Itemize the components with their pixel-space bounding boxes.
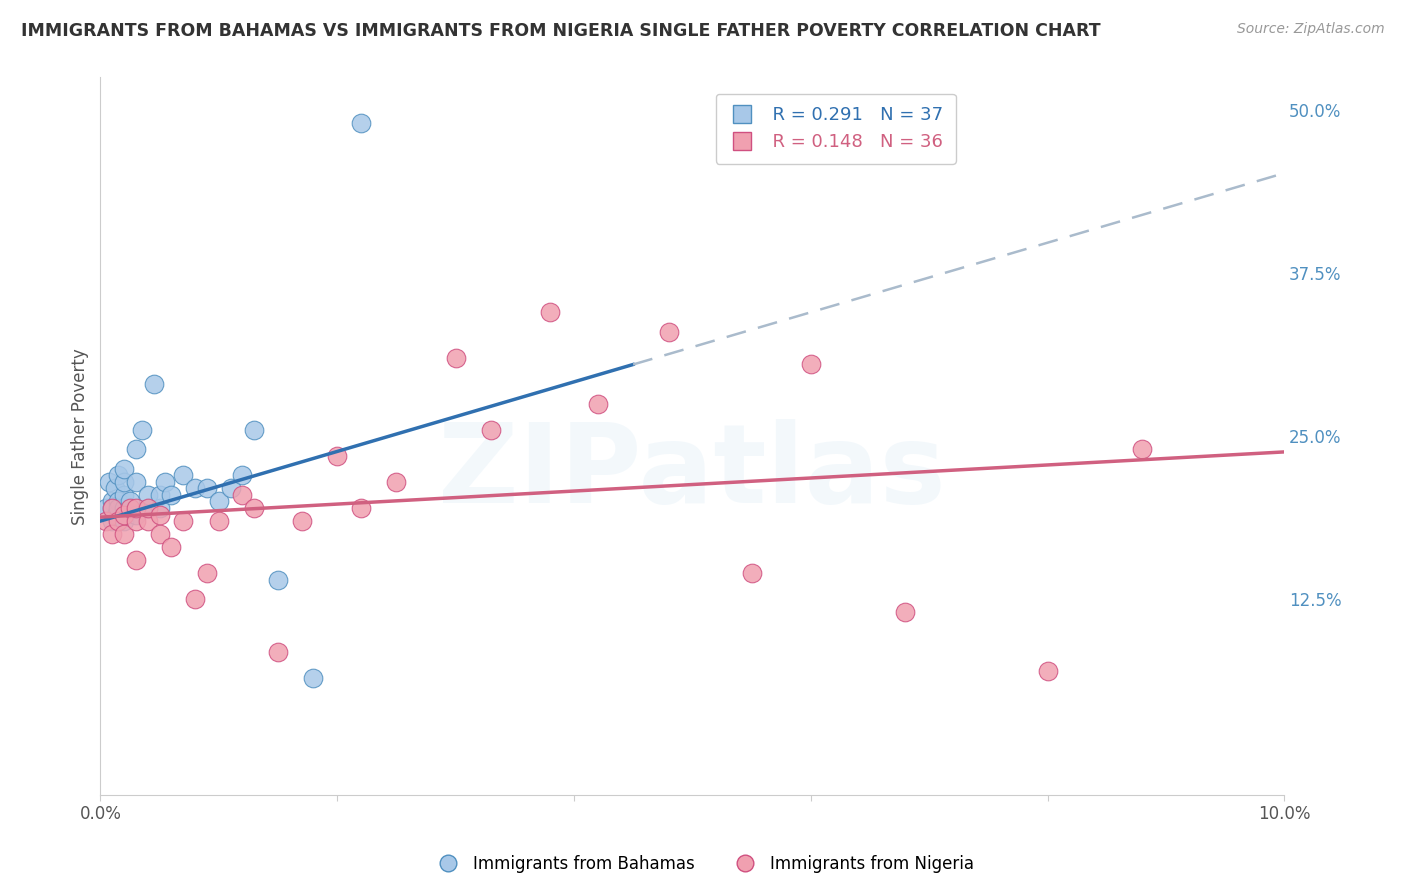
Point bbox=[894, 606, 917, 620]
Point bbox=[148, 501, 170, 516]
Point bbox=[96, 501, 118, 516]
Point bbox=[155, 475, 177, 489]
Point bbox=[97, 475, 120, 489]
Text: Source: ZipAtlas.com: Source: ZipAtlas.com bbox=[1237, 22, 1385, 37]
Point bbox=[291, 514, 314, 528]
Point bbox=[148, 508, 170, 522]
Point bbox=[112, 527, 135, 541]
Point bbox=[125, 508, 148, 522]
Point bbox=[479, 423, 502, 437]
Point bbox=[267, 644, 290, 658]
Point bbox=[172, 514, 194, 528]
Point bbox=[208, 494, 231, 508]
Point bbox=[219, 482, 242, 496]
Point bbox=[195, 566, 218, 581]
Point bbox=[101, 501, 124, 516]
Point bbox=[112, 501, 135, 516]
Point bbox=[136, 514, 159, 528]
Point bbox=[267, 573, 290, 587]
Point bbox=[118, 501, 141, 516]
Point bbox=[326, 449, 349, 463]
Point bbox=[302, 671, 325, 685]
Point bbox=[148, 488, 170, 502]
Point bbox=[148, 527, 170, 541]
Point bbox=[350, 501, 373, 516]
Point bbox=[112, 475, 135, 489]
Text: IMMIGRANTS FROM BAHAMAS VS IMMIGRANTS FROM NIGERIA SINGLE FATHER POVERTY CORRELA: IMMIGRANTS FROM BAHAMAS VS IMMIGRANTS FR… bbox=[21, 22, 1101, 40]
Point bbox=[101, 514, 124, 528]
Point bbox=[586, 397, 609, 411]
Point bbox=[184, 482, 207, 496]
Point bbox=[104, 508, 127, 522]
Legend: Immigrants from Bahamas, Immigrants from Nigeria: Immigrants from Bahamas, Immigrants from… bbox=[425, 848, 981, 880]
Point bbox=[112, 514, 135, 528]
Point bbox=[125, 514, 148, 528]
Point bbox=[107, 494, 129, 508]
Point bbox=[350, 116, 373, 130]
Point bbox=[136, 501, 159, 516]
Point bbox=[741, 566, 763, 581]
Text: ZIPatlas: ZIPatlas bbox=[439, 418, 946, 525]
Point bbox=[658, 325, 681, 339]
Point bbox=[112, 488, 135, 502]
Point bbox=[184, 592, 207, 607]
Point bbox=[118, 494, 141, 508]
Point bbox=[136, 501, 159, 516]
Point bbox=[1130, 442, 1153, 457]
Point bbox=[107, 514, 129, 528]
Point bbox=[101, 494, 124, 508]
Legend:   R = 0.291   N = 37,   R = 0.148   N = 36: R = 0.291 N = 37, R = 0.148 N = 36 bbox=[716, 94, 956, 164]
Point bbox=[142, 377, 165, 392]
Point bbox=[208, 514, 231, 528]
Point bbox=[136, 488, 159, 502]
Point bbox=[385, 475, 408, 489]
Point bbox=[444, 351, 467, 365]
Point bbox=[125, 442, 148, 457]
Point bbox=[125, 553, 148, 567]
Point bbox=[107, 501, 129, 516]
Point bbox=[107, 468, 129, 483]
Point bbox=[231, 488, 253, 502]
Point bbox=[800, 358, 823, 372]
Point bbox=[231, 468, 253, 483]
Point bbox=[101, 501, 124, 516]
Point bbox=[160, 540, 183, 554]
Y-axis label: Single Father Poverty: Single Father Poverty bbox=[72, 348, 89, 524]
Point bbox=[172, 468, 194, 483]
Point bbox=[243, 501, 266, 516]
Point bbox=[125, 475, 148, 489]
Point bbox=[112, 462, 135, 476]
Point bbox=[243, 423, 266, 437]
Point bbox=[538, 305, 561, 319]
Point bbox=[195, 482, 218, 496]
Point bbox=[131, 423, 153, 437]
Point bbox=[101, 527, 124, 541]
Point bbox=[96, 514, 118, 528]
Point bbox=[160, 488, 183, 502]
Point bbox=[103, 482, 125, 496]
Point bbox=[1036, 664, 1059, 678]
Point bbox=[125, 501, 148, 516]
Point bbox=[112, 508, 135, 522]
